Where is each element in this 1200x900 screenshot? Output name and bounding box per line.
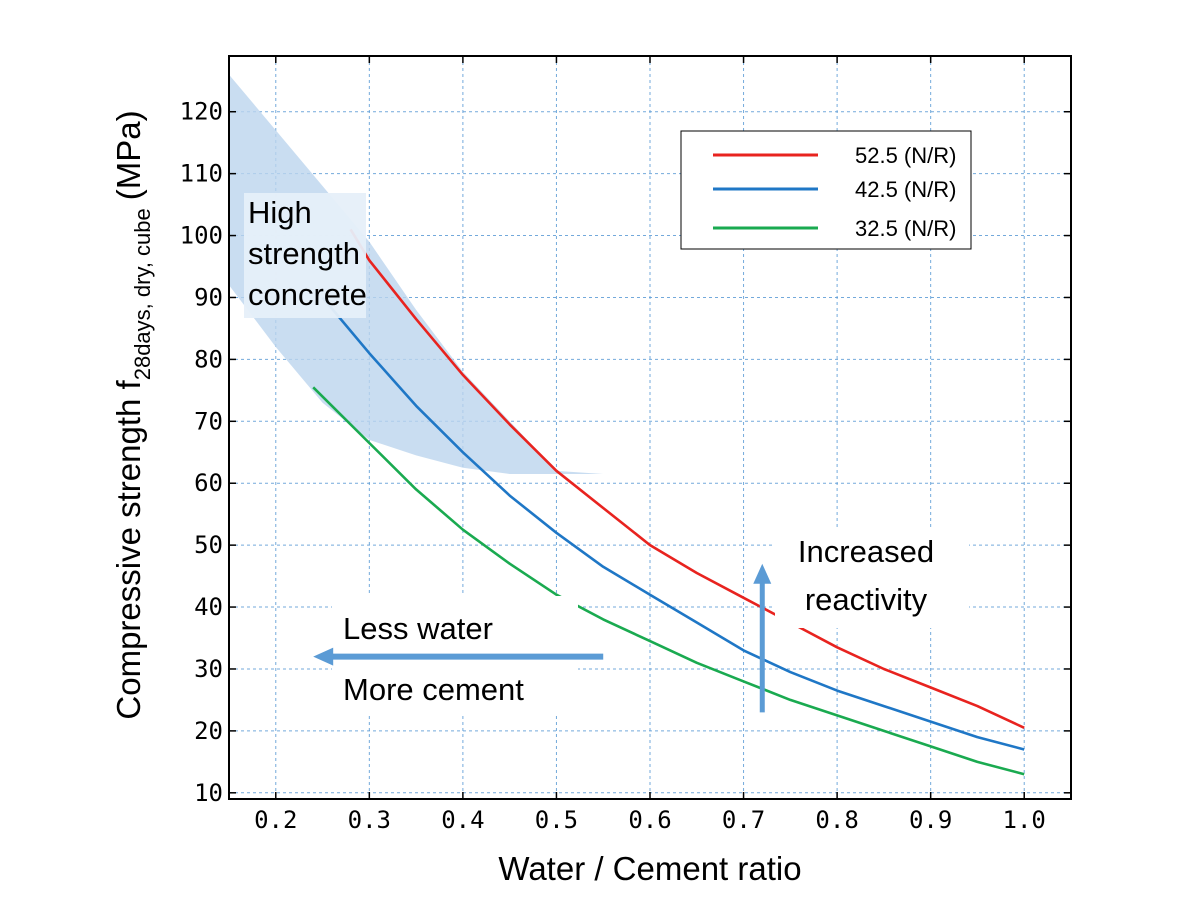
y-tick-label-3: 40 bbox=[194, 593, 223, 621]
x-tick-label-6: 0.8 bbox=[815, 806, 858, 834]
legend-label-32-5: 32.5 (N/R) bbox=[855, 216, 956, 241]
series-line-1 bbox=[321, 296, 1025, 751]
x-tick-label-7: 0.9 bbox=[909, 806, 952, 834]
legend-label-42-5: 42.5 (N/R) bbox=[855, 177, 956, 202]
y-tick-label-4: 50 bbox=[194, 531, 223, 559]
reactivity-annotation-background bbox=[775, 528, 969, 628]
reactivity-arrow-head bbox=[753, 563, 772, 584]
x-tick-label-2: 0.4 bbox=[441, 806, 484, 834]
less-water-arrow-head bbox=[313, 647, 334, 666]
ticks bbox=[229, 56, 1071, 799]
x-axis-title: Water / Cement ratio bbox=[498, 850, 801, 887]
x-tick-label-4: 0.6 bbox=[628, 806, 671, 834]
increased-reactivity-label-line-1: Increased bbox=[798, 534, 934, 569]
y-tick-label-6: 70 bbox=[194, 407, 223, 435]
increased-reactivity-label-line-2: reactivity bbox=[805, 582, 928, 617]
y-tick-label-7: 80 bbox=[194, 345, 223, 373]
high-strength-label-line-1: High bbox=[248, 195, 312, 230]
less-water-label: Less water bbox=[343, 611, 493, 646]
x-tick-label-1: 0.3 bbox=[348, 806, 391, 834]
y-axis-title-main: Compressive strength f bbox=[110, 379, 147, 719]
arrow-group bbox=[313, 563, 772, 713]
y-axis-title-subscript: 28days, dry, cube bbox=[130, 208, 155, 380]
y-tick-label-8: 90 bbox=[194, 283, 223, 311]
high-strength-label-background bbox=[244, 193, 366, 318]
legend-label-52-5: 52.5 (N/R) bbox=[855, 143, 956, 168]
y-tick-label-9: 100 bbox=[180, 222, 223, 250]
y-tick-label-11: 120 bbox=[180, 98, 223, 126]
high-strength-label-line-3: concrete bbox=[248, 277, 367, 312]
legend: 52.5 (N/R) 42.5 (N/R) 32.5 (N/R) bbox=[680, 130, 972, 250]
x-tick-label-3: 0.5 bbox=[535, 806, 578, 834]
y-axis-title-unit: (MPa) bbox=[110, 110, 147, 200]
shaded-region-group bbox=[229, 74, 604, 474]
y-tick-label-5: 60 bbox=[194, 469, 223, 497]
x-tick-label-0: 0.2 bbox=[254, 806, 297, 834]
high-strength-region bbox=[229, 74, 604, 474]
y-tick-label-2: 30 bbox=[194, 655, 223, 683]
x-tick-label-5: 0.7 bbox=[722, 806, 765, 834]
series-line-2 bbox=[312, 386, 1025, 776]
high-strength-label-line-2: strength bbox=[248, 236, 360, 271]
more-cement-label: More cement bbox=[343, 672, 524, 707]
y-tick-label-10: 110 bbox=[180, 160, 223, 188]
y-tick-label-0: 10 bbox=[194, 779, 223, 807]
y-axis-title: Compressive strength f28days, dry, cube (… bbox=[110, 110, 155, 719]
x-tick-labels: 0.2 0.3 0.4 0.5 0.6 0.7 0.8 0.9 1.0 bbox=[254, 806, 1046, 834]
x-tick-label-8: 1.0 bbox=[1003, 806, 1046, 834]
y-tick-labels: 10 20 30 40 50 60 70 80 90 100 110 120 bbox=[180, 98, 223, 807]
series-group bbox=[312, 228, 1025, 776]
y-tick-label-1: 20 bbox=[194, 717, 223, 745]
series-line-0 bbox=[349, 228, 1025, 729]
